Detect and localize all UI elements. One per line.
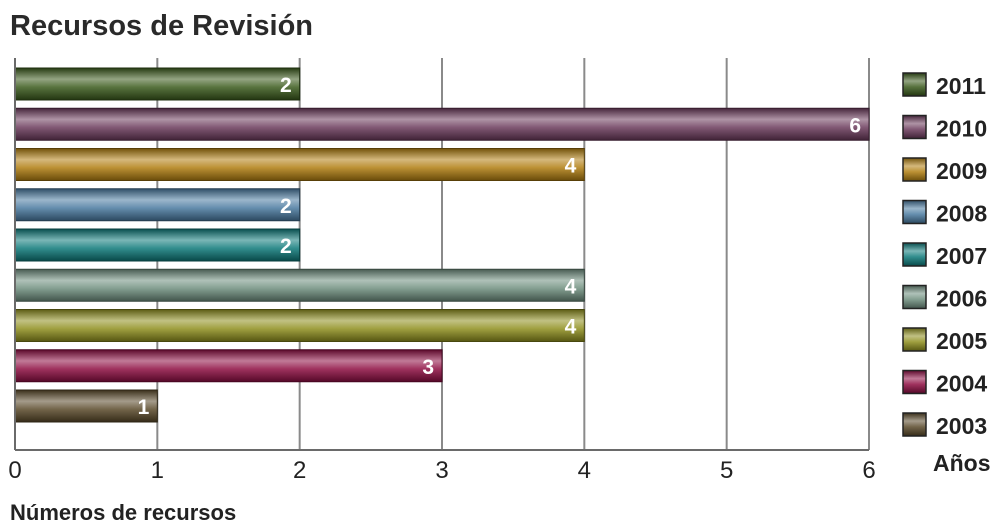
data-label-2010: 6 [849,114,861,137]
legend-swatch-2010 [902,114,927,140]
x-axis-label: Números de recursos [10,500,237,525]
legend-label-2005: 2005 [936,328,987,354]
legend-swatch-2009 [902,157,927,182]
legend-title: Años [933,450,991,476]
x-tick-label: 3 [435,457,448,484]
legend-label-2004: 2004 [936,371,987,397]
legend-label-2010: 2010 [936,116,987,142]
bar-2011 [14,67,301,101]
bar-2004 [14,349,443,383]
legend-swatch-2007 [902,242,927,267]
legend-swatch-2008 [902,199,927,225]
bar-2007 [14,228,301,262]
x-tick-label: 4 [578,457,591,484]
bar-2006 [14,268,585,302]
bar-2010 [14,107,870,141]
x-tick-label: 0 [8,457,21,484]
bar-2009 [14,148,585,181]
legend-label-2008: 2008 [936,201,987,227]
data-label-2007: 2 [280,235,292,258]
x-tick-label: 2 [293,457,306,484]
x-tick-label: 5 [720,457,733,484]
data-label-2003: 1 [138,396,150,419]
legend-swatch-2003 [902,412,927,437]
legend-swatch-2005 [902,327,927,352]
data-label-2009: 4 [565,155,577,178]
data-label-2006: 4 [565,275,577,298]
data-label-2011: 2 [280,74,292,97]
bar-2003 [14,389,158,423]
data-label-2005: 4 [565,316,577,339]
legend-label-2003: 2003 [936,413,987,439]
legend-label-2006: 2006 [936,286,987,312]
bar-2005 [14,309,585,342]
chart-title: Recursos de Revisión [10,10,313,42]
bar-2008 [14,188,301,222]
x-tick-label: 1 [151,457,164,484]
legend-swatch-2004 [902,369,927,395]
legend-label-2007: 2007 [936,243,987,269]
legend-label-2011: 2011 [936,73,986,99]
legend-swatch-2006 [902,284,927,310]
x-tick-label: 6 [862,457,875,484]
legend-swatch-2011 [902,72,927,97]
legend-label-2009: 2009 [936,158,987,184]
data-label-2008: 2 [280,195,292,218]
data-label-2004: 3 [422,356,434,379]
